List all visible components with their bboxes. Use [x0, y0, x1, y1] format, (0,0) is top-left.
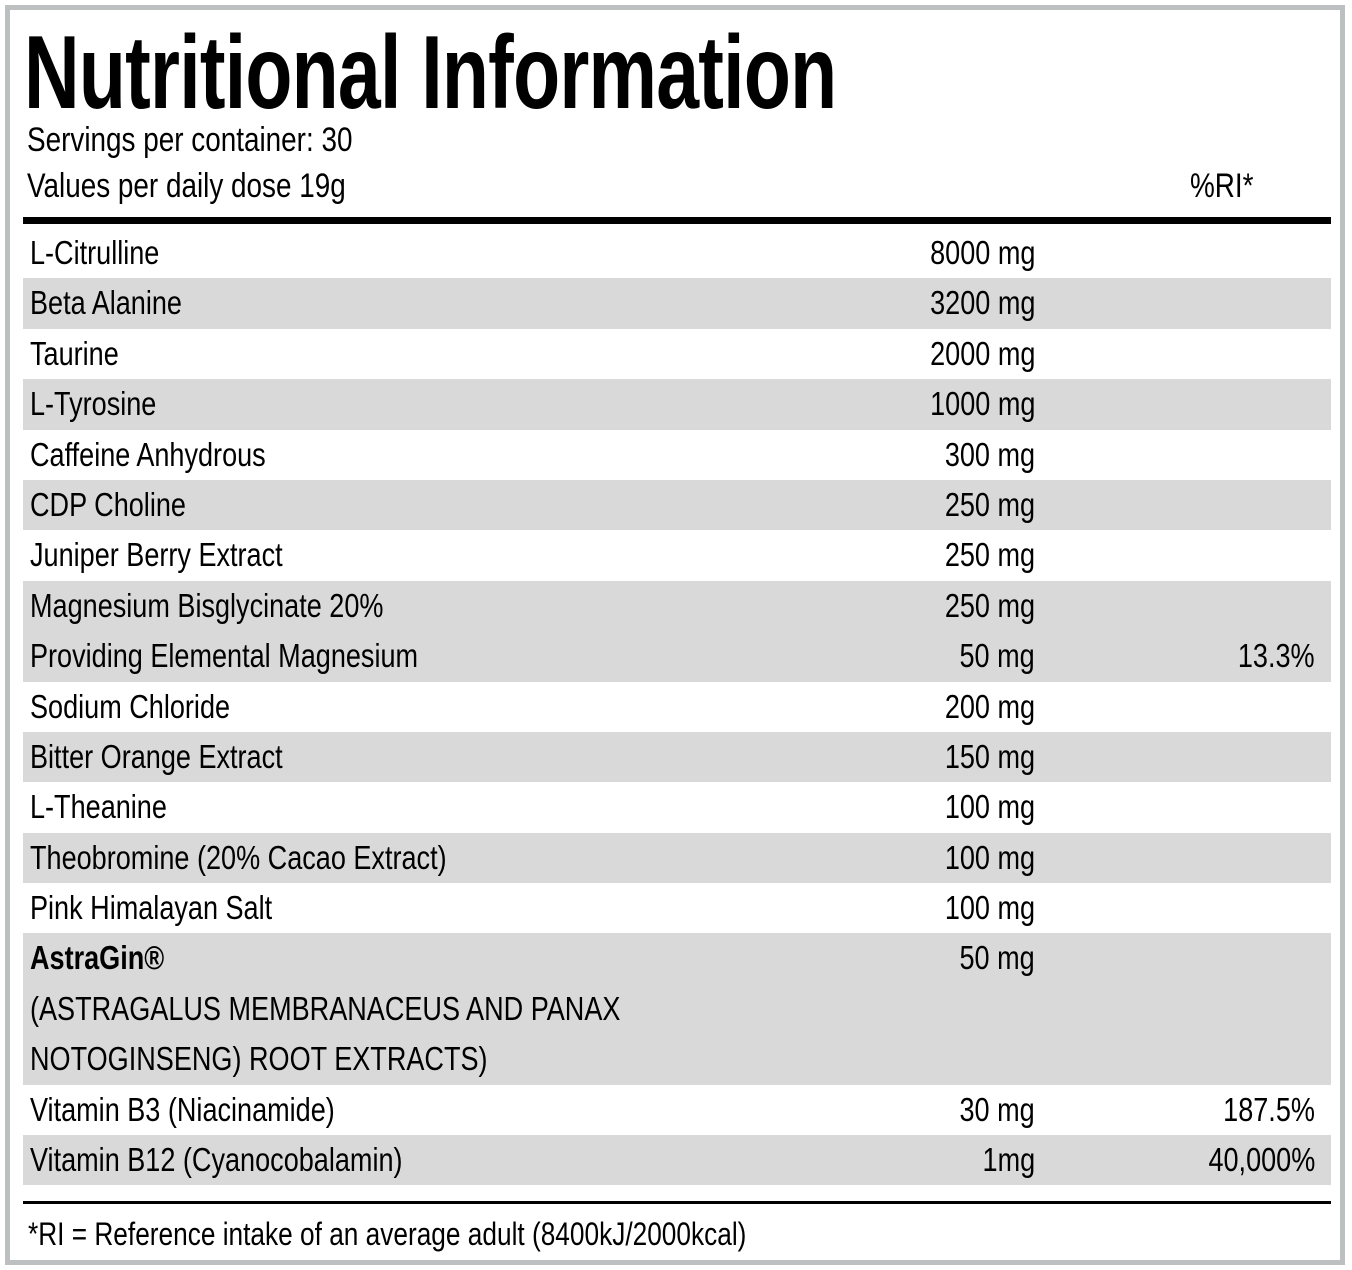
- table-row: L-Tyrosine 1000 mg: [23, 379, 1331, 430]
- table-row: L-Theanine 100 mg: [23, 782, 1331, 832]
- table-row: CDP Choline 250 mg: [23, 479, 1331, 531]
- nutrient-amount: 50 mg: [959, 939, 1035, 977]
- header-divider: [23, 217, 1331, 224]
- nutrient-name: Theobromine (20% Cacao Extract): [30, 838, 447, 876]
- nutrient-amount: 1mg: [982, 1141, 1035, 1179]
- nutrient-name: Pink Himalayan Salt: [30, 889, 273, 927]
- table-row: Vitamin B3 (Niacinamide) 30 mg 187.5%: [23, 1085, 1331, 1135]
- table-row: Caffeine Anhydrous 300 mg: [23, 430, 1331, 480]
- row-line: Beta Alanine 3200 mg: [23, 278, 1331, 328]
- nutrient-name: Caffeine Anhydrous: [30, 435, 266, 473]
- table-row: Bitter Orange Extract 150 mg: [23, 731, 1331, 783]
- nutrient-name: Providing Elemental Magnesium: [30, 637, 419, 675]
- row-line: Bitter Orange Extract 150 mg: [23, 732, 1331, 782]
- row-line: Vitamin B3 (Niacinamide) 30 mg 187.5%: [23, 1085, 1331, 1135]
- nutrient-name: NOTOGINSENG) ROOT EXTRACTS): [30, 1040, 488, 1078]
- table-row: Magnesium Bisglycinate 20% 250 mg Providin…: [23, 580, 1331, 682]
- nutrient-amount: 30 mg: [959, 1090, 1035, 1128]
- label-title: Nutritional Information: [24, 15, 837, 131]
- row-line: AstraGin® 50 mg: [23, 933, 1331, 983]
- nutrient-amount: 200 mg: [944, 687, 1035, 725]
- nutrient-amount: 50 mg: [959, 637, 1035, 675]
- row-line: Pink Himalayan Salt 100 mg: [23, 883, 1331, 933]
- nutrient-amount: 150 mg: [944, 737, 1035, 775]
- nutrient-name: L-Citrulline: [30, 234, 160, 271]
- footer-divider: [23, 1201, 1331, 1204]
- row-line: Juniper Berry Extract 250 mg: [23, 530, 1331, 580]
- footnote: *RI = Reference intake of an average adu…: [28, 1216, 747, 1252]
- row-line: (ASTRAGALUS MEMBRANACEUS AND PANAX: [23, 984, 1331, 1034]
- table-row: Theobromine (20% Cacao Extract) 100 mg: [23, 832, 1331, 884]
- row-line: Theobromine (20% Cacao Extract) 100 mg: [23, 833, 1331, 883]
- nutrient-ri: 40,000%: [1208, 1141, 1315, 1179]
- row-line: Magnesium Bisglycinate 20% 250 mg: [23, 581, 1331, 631]
- table-row: L-Citrulline 8000 mg: [23, 228, 1331, 278]
- row-line: Providing Elemental Magnesium 50 mg 13.3%: [23, 631, 1331, 681]
- servings-per-container: Servings per container: 30: [27, 121, 353, 159]
- nutrient-name: L-Theanine: [30, 788, 167, 826]
- nutrient-name: Beta Alanine: [30, 284, 182, 322]
- nutrient-amount: 1000 mg: [929, 385, 1035, 423]
- nutrient-name: Bitter Orange Extract: [30, 737, 283, 775]
- nutrient-amount: 250 mg: [944, 586, 1035, 624]
- table-row: Vitamin B12 (Cyanocobalamin) 1mg 40,000%: [23, 1135, 1331, 1186]
- row-line: Taurine 2000 mg: [23, 329, 1331, 379]
- nutrient-name: CDP Choline: [30, 485, 186, 523]
- nutrient-ri: 13.3%: [1238, 637, 1315, 675]
- nutrient-name: (ASTRAGALUS MEMBRANACEUS AND PANAX: [30, 989, 621, 1027]
- nutrient-name: AstraGin®: [30, 939, 165, 977]
- nutrient-name: Sodium Chloride: [30, 687, 231, 725]
- table-row: Sodium Chloride 200 mg: [23, 682, 1331, 732]
- row-line: Caffeine Anhydrous 300 mg: [23, 430, 1331, 480]
- nutrient-name: Taurine: [30, 334, 119, 372]
- nutrient-amount: 100 mg: [944, 838, 1035, 876]
- nutrient-amount: 100 mg: [944, 788, 1035, 826]
- row-line: L-Theanine 100 mg: [23, 782, 1331, 832]
- nutrient-name: Vitamin B12 (Cyanocobalamin): [30, 1141, 403, 1179]
- nutrient-ri: 187.5%: [1223, 1090, 1315, 1128]
- nutrient-amount: 250 mg: [944, 536, 1035, 574]
- row-line: Sodium Chloride 200 mg: [23, 682, 1331, 732]
- table-row: Pink Himalayan Salt 100 mg: [23, 883, 1331, 933]
- row-line: Vitamin B12 (Cyanocobalamin) 1mg 40,000%: [23, 1135, 1331, 1185]
- table-row: Beta Alanine 3200 mg: [23, 278, 1331, 329]
- table-row: Taurine 2000 mg: [23, 329, 1331, 379]
- row-line: L-Citrulline 8000 mg: [23, 228, 1331, 278]
- nutrient-amount: 8000 mg: [929, 234, 1035, 271]
- values-per-dose: Values per daily dose 19g: [27, 167, 346, 205]
- nutrition-label: Nutritional Information Servings per con…: [5, 5, 1345, 1265]
- ri-column-header: %RI*: [1190, 167, 1254, 205]
- nutrient-name: Juniper Berry Extract: [30, 536, 283, 574]
- nutrient-name: L-Tyrosine: [30, 385, 157, 423]
- row-line: NOTOGINSENG) ROOT EXTRACTS): [23, 1034, 1331, 1084]
- nutrient-amount: 100 mg: [944, 889, 1035, 927]
- nutrient-amount: 300 mg: [944, 435, 1035, 473]
- row-line: CDP Choline 250 mg: [23, 480, 1331, 530]
- table-row: AstraGin® 50 mg (ASTRAGALUS MEMBRANACEUS A…: [23, 933, 1331, 1085]
- nutrient-name: Vitamin B3 (Niacinamide): [30, 1090, 335, 1128]
- nutrient-amount: 3200 mg: [929, 284, 1035, 322]
- nutrient-amount: 2000 mg: [929, 334, 1035, 372]
- table-row: Juniper Berry Extract 250 mg: [23, 530, 1331, 580]
- row-line: L-Tyrosine 1000 mg: [23, 379, 1331, 429]
- nutrient-amount: 250 mg: [944, 485, 1035, 523]
- nutrient-table: L-Citrulline 8000 mg Beta Alanine 3200 mg Ta…: [23, 228, 1331, 1186]
- nutrient-name: Magnesium Bisglycinate 20%: [30, 586, 384, 624]
